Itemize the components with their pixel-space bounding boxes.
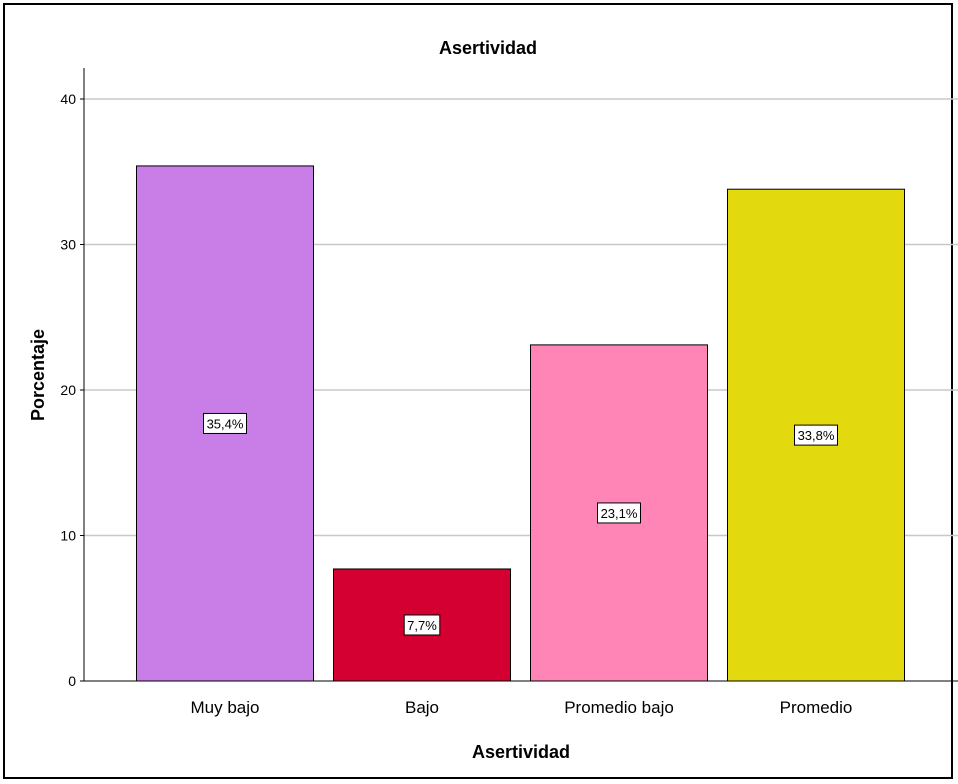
- y-tick-labels: 0 10 20 30 40: [60, 91, 84, 689]
- data-label-box: [403, 614, 441, 636]
- y-tick-label: 30: [60, 237, 76, 253]
- bars: [136, 165, 905, 682]
- x-tick-label: Promedio bajo: [564, 698, 674, 717]
- data-label: 23,1%: [601, 506, 638, 521]
- data-label: 7,7%: [407, 618, 437, 633]
- chart-title: Asertividad: [439, 38, 537, 58]
- x-axis-title: Asertividad: [472, 742, 570, 762]
- x-tick-label: Promedio: [780, 698, 853, 717]
- y-tick-label: 0: [68, 673, 76, 689]
- y-tick-label: 40: [60, 91, 76, 107]
- y-axis-title: Porcentaje: [28, 329, 48, 421]
- y-tick-label: 10: [60, 528, 76, 544]
- data-label: 35,4%: [207, 416, 244, 431]
- data-label-box: [794, 424, 838, 446]
- data-label-box: [203, 412, 247, 434]
- data-label-box: [597, 502, 641, 524]
- x-tick-label: Bajo: [405, 698, 439, 717]
- y-tick-label: 20: [60, 382, 76, 398]
- x-tick-labels: Muy bajo Bajo Promedio bajo Promedio: [191, 698, 853, 717]
- axes: [83, 68, 958, 682]
- data-label: 33,8%: [798, 428, 835, 443]
- data-labels: 35,4% 7,7% 23,1% 33,8%: [203, 412, 838, 636]
- x-tick-label: Muy bajo: [191, 698, 260, 717]
